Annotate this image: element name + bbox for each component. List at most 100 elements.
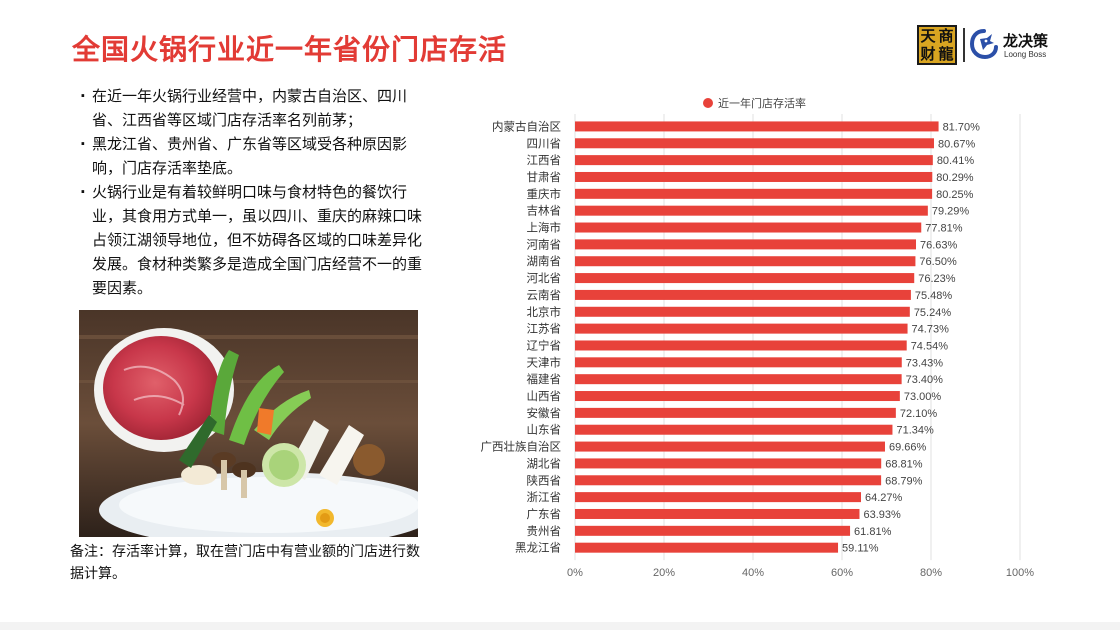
bar [575,138,934,149]
category-label: 山西省 [527,389,562,403]
data-label: 75.48% [915,290,953,302]
legend-label: 近一年门店存活率 [718,96,806,110]
data-label: 63.93% [863,509,901,521]
bar [575,391,900,402]
bar [575,424,893,435]
bar [575,323,908,334]
bar [575,222,922,233]
data-label: 73.40% [906,374,944,386]
category-label: 内蒙古自治区 [492,119,561,133]
bar [575,374,902,385]
category-label: 陕西省 [527,473,562,487]
category-label: 重庆市 [527,187,562,201]
x-tick-label: 60% [831,567,853,579]
category-label: 北京市 [527,305,562,319]
category-label: 广东省 [527,507,562,521]
data-label: 72.10% [900,408,938,420]
data-label: 71.34% [896,425,934,437]
x-tick-label: 0% [567,567,583,579]
data-label: 80.25% [936,189,974,201]
data-label: 69.66% [889,442,927,454]
bullet-item: 火锅行业是有着较鲜明口味与食材特色的餐饮行业，其食用方式单一，虽以四川、重庆的麻… [80,180,425,300]
bullet-item: 黑龙江省、贵州省、广东省等区域受各种原因影响，门店存活率垫底。 [80,132,425,180]
x-tick-label: 80% [920,567,942,579]
data-label: 74.73% [912,324,950,336]
category-label: 上海市 [527,221,562,235]
category-label: 福建省 [527,372,562,386]
brand-name: 龙决策 [1003,32,1049,50]
bar [575,458,882,469]
data-label: 73.00% [904,391,942,403]
bar [575,508,860,519]
data-label: 61.81% [854,526,892,538]
data-label: 80.67% [938,138,976,150]
bar [575,121,939,132]
bar [575,525,851,536]
brand-english-name: Loong Boss [1004,50,1047,59]
hotpot-food-photo [79,310,418,537]
bullet-item: 在近一年火锅行业经营中，内蒙古自治区、四川省、江西省等区域门店存活率名列前茅； [80,84,425,132]
data-label: 68.81% [885,458,923,470]
data-label: 81.70% [943,121,981,133]
summary-bullets: 在近一年火锅行业经营中，内蒙古自治区、四川省、江西省等区域门店存活率名列前茅； … [80,84,425,300]
logo-char: 财 [920,44,936,63]
category-label: 吉林省 [527,204,562,218]
data-label: 79.29% [932,206,970,218]
data-label: 68.79% [885,475,923,487]
category-label: 河南省 [527,237,562,251]
bar [575,357,902,368]
x-tick-label: 40% [742,567,764,579]
bar [575,475,882,486]
bar [575,239,917,250]
footer-strip [0,622,1120,630]
logo-char: 天 [920,26,936,45]
bar [575,171,933,182]
category-label: 贵州省 [527,524,562,538]
bar [575,407,896,418]
bar [575,306,910,317]
x-tick-label: 20% [653,567,675,579]
data-label: 59.11% [842,543,879,555]
category-label: 安徽省 [527,406,562,420]
logo-char: 商 [938,26,954,45]
category-label: 湖北省 [527,456,562,470]
category-label: 江西省 [527,153,562,167]
bar [575,273,915,284]
bar [575,542,839,553]
x-tick-label: 100% [1006,567,1034,579]
category-label: 山东省 [527,423,562,437]
bar [575,289,911,300]
data-label: 75.24% [914,307,952,319]
category-label: 江苏省 [527,322,562,336]
data-label: 80.29% [936,172,974,184]
legend-marker [703,98,713,108]
category-label: 黑龙江省 [515,541,561,555]
data-label: 80.41% [937,155,975,167]
category-label: 辽宁省 [527,338,562,352]
data-label: 77.81% [925,223,963,235]
data-label: 74.54% [911,340,949,352]
category-label: 天津市 [527,355,562,369]
data-label: 76.23% [918,273,956,285]
category-label: 甘肃省 [527,170,562,184]
bar [575,340,907,351]
category-label: 广西壮族自治区 [481,440,562,454]
bar [575,188,933,199]
data-label: 76.50% [919,256,957,268]
data-label: 73.43% [906,357,944,369]
logo-divider [963,28,965,62]
bar [575,205,928,216]
bar [575,441,885,452]
data-label: 64.27% [865,492,903,504]
bar [575,256,916,267]
dragon-logo-icon [969,29,998,60]
category-label: 湖南省 [527,254,562,268]
data-label: 76.63% [920,239,958,251]
bar [575,155,933,166]
category-label: 四川省 [527,136,562,150]
bar [575,492,862,503]
category-label: 浙江省 [527,490,562,504]
category-label: 河北省 [527,271,562,285]
tianshang-logo: 天 商 财 龍 [917,25,957,65]
